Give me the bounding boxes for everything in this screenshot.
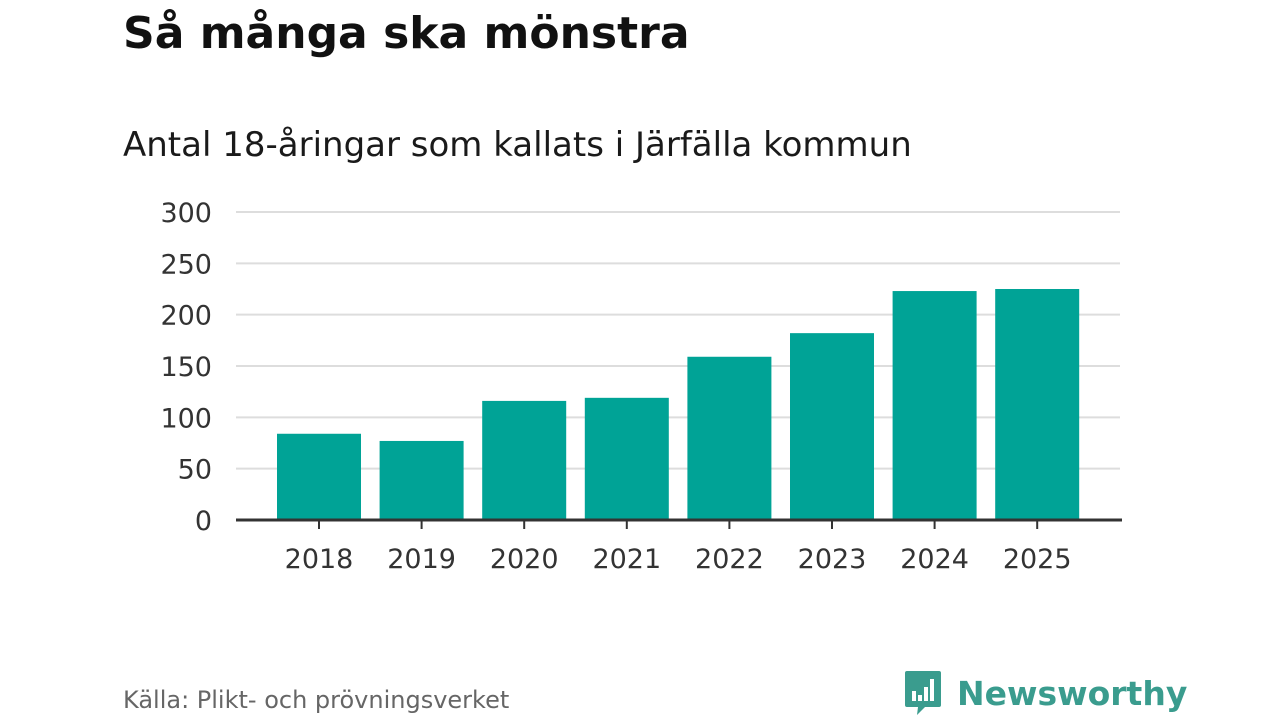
x-tick-label: 2025 [1003,544,1072,575]
source-note: Källa: Plikt- och prövningsverket [123,686,510,714]
y-tick-label: 100 [160,403,212,434]
chart-subtitle: Antal 18-åringar som kallats i Järfälla … [123,125,912,165]
bars [277,289,1080,520]
bar-2024 [892,291,977,520]
y-tick-label: 50 [178,455,212,486]
x-tick-label: 2024 [900,544,969,575]
bar-2025 [995,289,1080,520]
bar-2023 [790,333,874,520]
chart-title: Så många ska mönstra [123,8,690,59]
tick-labels: 0 50 100 150 200 250 300 2018 2019 2020 2021 2022 20… [160,198,1071,575]
bar-2020 [482,400,567,520]
x-tick-label: 2020 [490,544,559,575]
y-tick-label: 200 [160,301,212,332]
bar-chart-speech-bubble-icon [905,671,941,715]
y-tick-label: 150 [160,352,212,383]
x-tick-label: 2021 [592,544,661,575]
brand-logo-group: Newsworthy [903,671,1187,715]
x-tick-label: 2023 [798,544,867,575]
x-tick-label: 2019 [387,544,456,575]
bar-2019 [379,440,464,520]
bar-2021 [584,397,669,520]
x-tick-label: 2018 [285,544,354,575]
bar-2022 [687,356,772,520]
gridlines [236,211,1120,470]
y-tick-label: 0 [195,506,212,537]
axes [236,518,1122,529]
y-tick-label: 300 [160,198,212,229]
x-tick-label: 2022 [695,544,764,575]
bar-2018 [277,433,361,520]
brand-name: Newsworthy [957,673,1188,713]
bar-chart: 0 50 100 150 200 250 300 2018 2019 2020 2021 2022 20… [160,198,1122,575]
y-tick-label: 250 [160,249,212,280]
